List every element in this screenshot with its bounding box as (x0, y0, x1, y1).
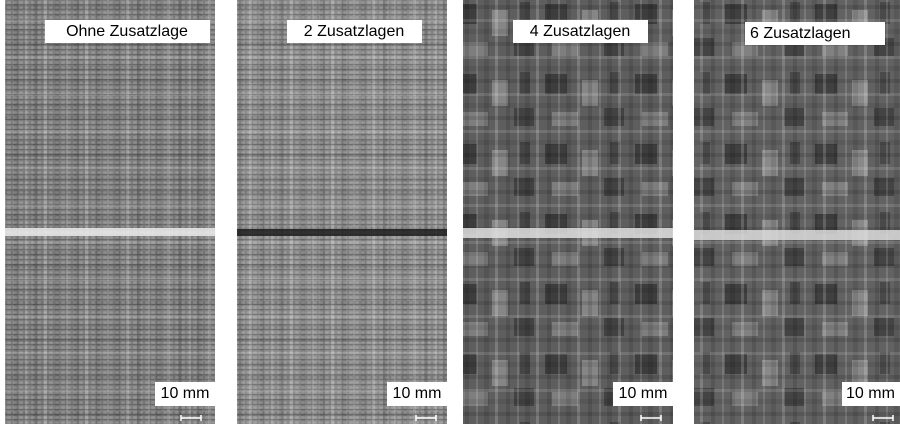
scale-label: 10 mm (619, 385, 668, 402)
figure: Ohne Zusatzlage 10 mm 2 Zusatzlagen 10 m… (0, 0, 900, 424)
panel-label: 4 Zusatzlagen (530, 23, 631, 40)
panel: 2 Zusatzlagen 10 mm (237, 0, 447, 424)
scale-label: 10 mm (846, 385, 895, 402)
panel: Ohne Zusatzlage 10 mm (5, 0, 215, 424)
scale-label: 10 mm (161, 385, 210, 402)
panel-label: 2 Zusatzlagen (304, 23, 405, 40)
panel-label: Ohne Zusatzlage (66, 23, 188, 40)
panel-label: 6 Zusatzlagen (750, 25, 851, 42)
panel: 6 Zusatzlagen 10 mm (694, 0, 900, 424)
panel: 4 Zusatzlagen 10 mm (463, 0, 673, 424)
scale-label: 10 mm (393, 385, 442, 402)
